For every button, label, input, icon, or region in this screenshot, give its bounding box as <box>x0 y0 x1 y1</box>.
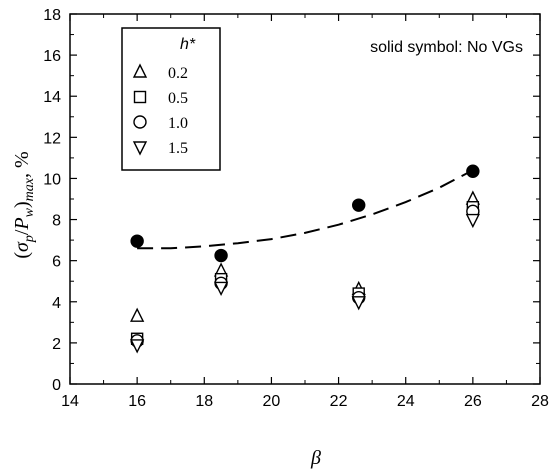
legend-entry-label: 1.5 <box>168 140 188 157</box>
open-triangle-down-point <box>465 213 480 229</box>
x-tick-label: 18 <box>195 393 213 410</box>
legend-triangle-up-marker <box>132 63 148 78</box>
x-axis-label: β <box>310 447 321 469</box>
legend-entry-label: 0.5 <box>168 90 188 107</box>
y-tick-label: 10 <box>43 171 61 188</box>
legend-square-marker <box>133 90 147 104</box>
legend-circle-marker <box>133 115 147 129</box>
y-tick-label: 6 <box>52 254 61 271</box>
x-tick-label: 20 <box>263 393 281 410</box>
y-tick-label: 18 <box>43 7 61 24</box>
filled-circle-point <box>352 198 366 212</box>
x-tick-label: 16 <box>128 393 146 410</box>
legend: h* 0.2 0.5 1.0 1.5 <box>121 27 221 171</box>
svg-text:(σp/Pw)max, %: (σp/Pw)max, % <box>11 151 37 258</box>
x-tick-label: 22 <box>330 393 348 410</box>
legend-entry-label: 0.2 <box>168 65 188 82</box>
x-tick-label: 14 <box>61 393 79 410</box>
y-tick-label: 2 <box>52 336 61 353</box>
open-triangle-down-point <box>351 296 366 311</box>
y-tick-label: 0 <box>52 377 61 394</box>
open-triangle-down-point <box>130 339 145 354</box>
y-tick-label: 4 <box>52 295 61 312</box>
trend-line-path <box>137 169 474 250</box>
data-points <box>130 164 480 354</box>
open-triangle-down-point <box>213 281 229 296</box>
annotation-text: solid symbol: No VGs <box>370 39 523 56</box>
open-triangle-up-point <box>130 307 145 322</box>
legend-triangle-down-marker <box>132 141 148 156</box>
y-axis-label: (σp/Pw)max, % <box>11 151 37 258</box>
filled-circle-point <box>130 234 144 248</box>
filled-circle-point <box>466 164 480 178</box>
x-tick-label: 26 <box>464 393 482 410</box>
x-tick-label: 28 <box>531 393 549 410</box>
legend-title: h* <box>180 36 196 53</box>
y-tick-label: 14 <box>43 89 61 106</box>
trend-line <box>137 169 474 250</box>
x-tick-label: 24 <box>397 393 415 410</box>
y-tick-label: 8 <box>52 213 61 230</box>
y-tick-label: 16 <box>43 48 61 65</box>
legend-entry-label: 1.0 <box>168 115 188 132</box>
filled-circle-point <box>214 248 228 263</box>
y-tick-label: 12 <box>43 130 61 147</box>
